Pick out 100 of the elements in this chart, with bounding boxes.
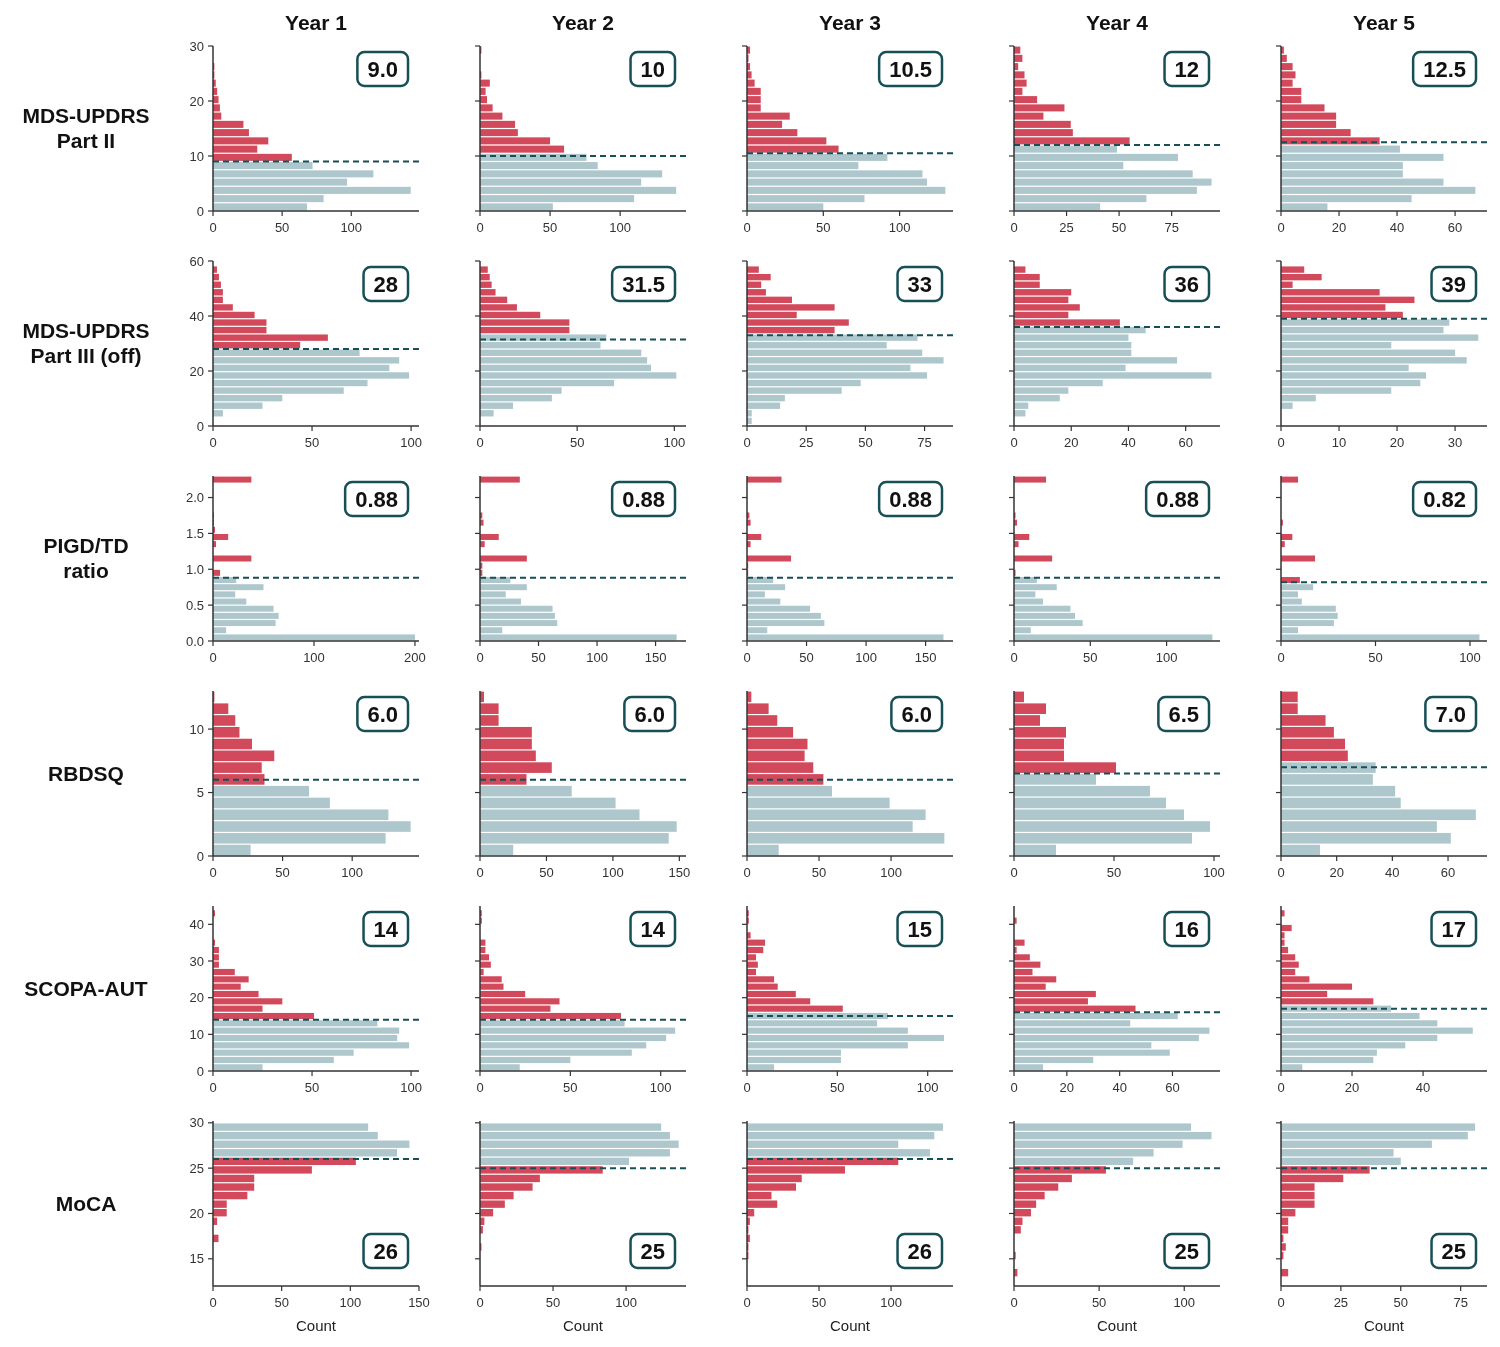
annotation: 17 xyxy=(1441,917,1467,942)
x-tick-label: 100 xyxy=(615,1295,637,1310)
x-tick-label: 0 xyxy=(1010,220,1018,235)
annotation: 9.0 xyxy=(367,57,398,82)
x-tick-label: 0 xyxy=(209,865,217,880)
x-tick-label: 0 xyxy=(209,220,217,235)
x-tick-label: 0 xyxy=(1277,650,1285,665)
x-tick-label: 50 xyxy=(545,1295,561,1310)
x-tick-label: 100 xyxy=(916,1080,939,1095)
annotation: 25 xyxy=(1441,1239,1467,1264)
y-tick-label: 0.0 xyxy=(185,633,204,649)
annotation: 28 xyxy=(373,272,399,297)
x-tick-label: 75 xyxy=(917,435,932,450)
x-tick-label: 40 xyxy=(1415,1080,1431,1095)
annotation: 14 xyxy=(640,917,666,942)
y-tick-label: 20 xyxy=(189,1205,204,1221)
annotation: 36 xyxy=(1174,272,1200,297)
x-axis-title: Count xyxy=(1096,1317,1138,1334)
chart-title: Year 3 xyxy=(819,11,881,34)
x-tick-label: 100 xyxy=(586,650,608,665)
x-tick-label: 100 xyxy=(339,1295,362,1310)
x-tick-label: 10 xyxy=(1331,435,1347,450)
annotation: 6.0 xyxy=(634,702,665,727)
x-tick-label: 100 xyxy=(888,220,911,235)
x-tick-label: 0 xyxy=(1277,1080,1285,1095)
x-tick-label: 50 xyxy=(1083,650,1098,665)
annotation: 10.5 xyxy=(889,57,932,82)
x-tick-label: 100 xyxy=(303,650,325,665)
x-tick-label: 0 xyxy=(1010,650,1018,665)
x-tick-label: 0 xyxy=(209,1295,217,1310)
x-tick-label: 0 xyxy=(743,865,751,880)
annotation: 14 xyxy=(373,917,399,942)
y-tick-label: 2.0 xyxy=(185,490,204,506)
y-axis-title: RBDSQ xyxy=(48,761,124,785)
x-tick-label: 50 xyxy=(816,220,831,235)
x-tick-label: 50 xyxy=(811,865,827,880)
y-tick-label: 60 xyxy=(189,253,204,269)
x-tick-label: 50 xyxy=(811,1295,827,1310)
x-tick-label: 20 xyxy=(1329,865,1344,880)
x-tick-label: 50 xyxy=(1111,220,1127,235)
x-tick-label: 0 xyxy=(1010,865,1018,880)
x-tick-label: 0 xyxy=(1277,435,1285,450)
y-tick-label: 25 xyxy=(189,1160,204,1176)
annotation: 6.0 xyxy=(901,702,932,727)
x-tick-label: 0 xyxy=(1277,865,1285,880)
y-axis-title: MDS-UPDRS Part III (off) xyxy=(22,319,150,367)
x-tick-label: 100 xyxy=(400,435,422,450)
x-tick-label: 40 xyxy=(1385,865,1400,880)
x-tick-label: 50 xyxy=(1393,1295,1408,1310)
x-tick-label: 0 xyxy=(209,650,217,665)
x-tick-label: 0 xyxy=(1010,1295,1018,1310)
annotation: 31.5 xyxy=(622,272,665,297)
annotation: 16 xyxy=(1174,917,1200,942)
annotation: 26 xyxy=(373,1239,399,1264)
chart-title: Year 1 xyxy=(285,11,348,34)
x-tick-label: 100 xyxy=(609,220,631,235)
y-tick-label: 20 xyxy=(189,93,204,109)
annotation: 0.88 xyxy=(355,487,398,512)
x-tick-label: 100 xyxy=(602,865,624,880)
x-tick-label: 100 xyxy=(1203,865,1225,880)
x-tick-label: 50 xyxy=(1368,650,1383,665)
x-tick-label: 100 xyxy=(340,220,363,235)
x-tick-label: 75 xyxy=(1164,220,1179,235)
x-tick-label: 20 xyxy=(1344,1080,1360,1095)
x-tick-label: 60 xyxy=(1178,435,1193,450)
x-tick-label: 0 xyxy=(476,220,484,235)
x-tick-label: 100 xyxy=(400,1080,422,1095)
x-tick-label: 0 xyxy=(1010,435,1018,450)
x-tick-label: 50 xyxy=(830,1080,845,1095)
x-tick-label: 40 xyxy=(1112,1080,1127,1095)
x-tick-label: 50 xyxy=(531,650,546,665)
x-tick-label: 20 xyxy=(1331,220,1347,235)
chart-title: Year 5 xyxy=(1353,11,1416,34)
x-axis-title: Count xyxy=(1363,1317,1405,1334)
y-tick-label: 30 xyxy=(189,1115,204,1131)
x-tick-label: 0 xyxy=(1010,1080,1018,1095)
annotation: 6.5 xyxy=(1168,702,1199,727)
y-tick-label: 0 xyxy=(196,418,204,434)
y-tick-label: 30 xyxy=(189,953,204,969)
annotation: 6.0 xyxy=(367,702,398,727)
x-tick-label: 50 xyxy=(304,435,320,450)
y-tick-label: 5 xyxy=(196,785,204,801)
x-tick-label: 50 xyxy=(304,1080,320,1095)
y-tick-label: 20 xyxy=(189,990,204,1006)
y-axis-title: MDS-UPDRS Part II xyxy=(22,104,150,152)
x-tick-label: 0 xyxy=(476,1080,484,1095)
x-tick-label: 50 xyxy=(858,435,873,450)
x-tick-label: 100 xyxy=(880,1295,902,1310)
y-tick-label: 0 xyxy=(196,1063,204,1079)
x-tick-label: 60 xyxy=(1440,865,1456,880)
x-tick-label: 0 xyxy=(209,1080,217,1095)
x-tick-label: 0 xyxy=(1277,1295,1285,1310)
annotation: 10 xyxy=(640,57,666,82)
x-tick-label: 0 xyxy=(476,435,484,450)
y-tick-label: 15 xyxy=(189,1251,204,1267)
x-tick-label: 0 xyxy=(476,650,484,665)
x-tick-label: 50 xyxy=(274,1295,289,1310)
y-tick-label: 0.5 xyxy=(185,597,204,613)
y-tick-label: 1.0 xyxy=(185,561,204,577)
x-tick-label: 100 xyxy=(341,865,364,880)
